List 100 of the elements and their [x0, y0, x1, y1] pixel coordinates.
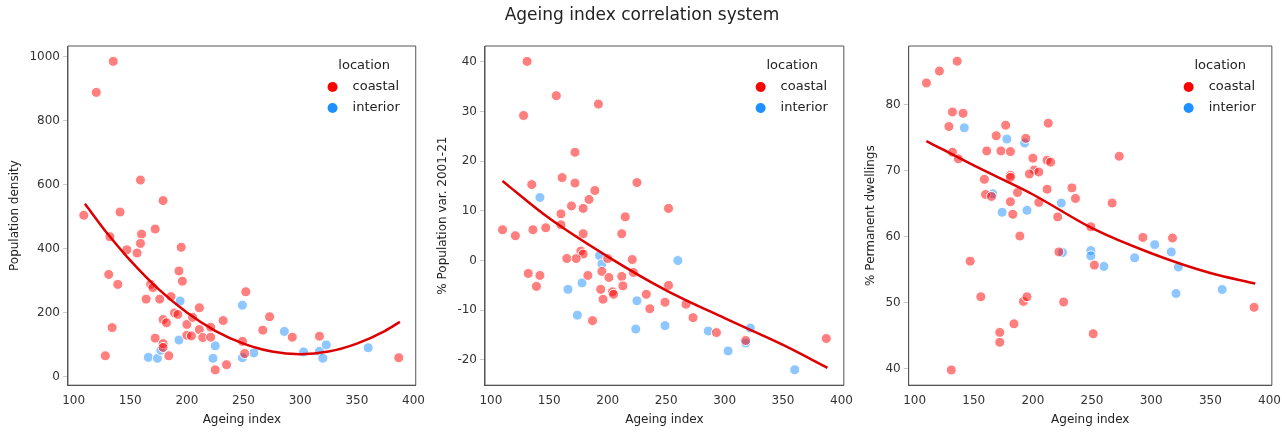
legend-label: interior — [352, 99, 401, 115]
point — [975, 291, 987, 303]
x-tick-label: 300 — [713, 392, 737, 407]
point — [221, 359, 233, 371]
point — [1021, 291, 1033, 303]
chart-title: Ageing index correlation system — [503, 4, 781, 24]
y-tick-label: -20 — [457, 352, 477, 366]
point — [163, 350, 175, 362]
point — [518, 110, 530, 122]
point — [596, 265, 608, 277]
point — [173, 265, 185, 277]
point — [176, 275, 188, 287]
point — [569, 146, 581, 158]
point — [1170, 287, 1182, 299]
point — [951, 55, 963, 67]
point — [131, 247, 143, 259]
point — [99, 350, 111, 362]
point — [933, 65, 945, 77]
y-tick-label: 1000 — [29, 48, 60, 63]
y-tick-label: 0 — [469, 252, 477, 267]
x-tick-label: 350 — [771, 392, 795, 407]
point — [172, 308, 184, 320]
point — [136, 228, 148, 240]
legend-label: interior — [1208, 99, 1257, 115]
point — [589, 185, 601, 197]
point — [640, 288, 652, 300]
point — [530, 280, 542, 292]
point — [1055, 197, 1067, 209]
point — [583, 193, 595, 205]
x-tick-label: 400 — [1258, 392, 1281, 407]
x-tick-label: 200 — [175, 392, 199, 407]
y-tick-label: 10 — [461, 203, 477, 218]
line-series — [501, 179, 829, 370]
point — [107, 55, 119, 67]
point — [534, 269, 546, 281]
point — [240, 286, 252, 298]
point — [592, 98, 604, 110]
point — [185, 330, 197, 342]
point — [175, 241, 187, 253]
point — [616, 228, 628, 240]
point — [616, 270, 628, 282]
point — [320, 339, 332, 351]
point — [1014, 230, 1026, 242]
point — [142, 351, 154, 363]
point — [534, 191, 546, 203]
y-axis-title: % Permanent dwellings — [863, 145, 878, 286]
point — [1027, 152, 1039, 164]
y-axis-title: Population density — [7, 160, 22, 272]
point — [562, 283, 574, 295]
point — [595, 283, 607, 295]
point — [209, 364, 221, 376]
point — [1023, 168, 1035, 180]
point — [317, 352, 329, 364]
point — [393, 352, 405, 364]
point — [570, 253, 582, 265]
point — [981, 145, 993, 157]
y-tick-label: 70 — [885, 162, 901, 177]
point — [181, 318, 193, 330]
x-tick-label: 100 — [903, 392, 927, 407]
point — [106, 322, 118, 334]
line-series — [925, 139, 1257, 285]
point — [1113, 150, 1125, 162]
y-tick-label: -10 — [457, 302, 477, 317]
point — [1058, 296, 1070, 308]
legend-title: location — [338, 57, 390, 73]
point — [644, 303, 656, 315]
point — [527, 224, 539, 236]
x-axis-title: Ageing index — [1051, 411, 1130, 426]
point — [278, 325, 290, 337]
point — [157, 195, 169, 207]
x-tick-label: 350 — [345, 392, 369, 407]
x-axis-title: Ageing index — [625, 411, 704, 426]
point — [239, 348, 251, 360]
point — [313, 330, 325, 342]
point — [943, 121, 955, 133]
point — [659, 320, 671, 332]
point — [619, 211, 631, 223]
x-tick-label: 350 — [1198, 392, 1222, 407]
point — [154, 293, 166, 305]
point — [207, 352, 219, 364]
x-tick-label: 300 — [1139, 392, 1163, 407]
point — [217, 315, 229, 327]
point — [587, 315, 599, 327]
point — [710, 327, 722, 339]
point — [264, 311, 276, 323]
legend-title: location — [766, 57, 819, 73]
point — [1106, 197, 1118, 209]
point — [571, 309, 583, 321]
point — [509, 230, 521, 242]
point — [1007, 208, 1019, 220]
y-axis-title: % Population var. 2001-21 — [435, 136, 450, 295]
x-tick-label: 150 — [537, 392, 561, 407]
point — [663, 279, 674, 291]
point — [497, 224, 509, 236]
point — [209, 340, 221, 352]
point — [569, 177, 581, 189]
point — [582, 269, 594, 281]
point — [522, 267, 534, 279]
x-tick-label: 250 — [232, 392, 255, 407]
y-tick-label: 50 — [885, 294, 901, 309]
